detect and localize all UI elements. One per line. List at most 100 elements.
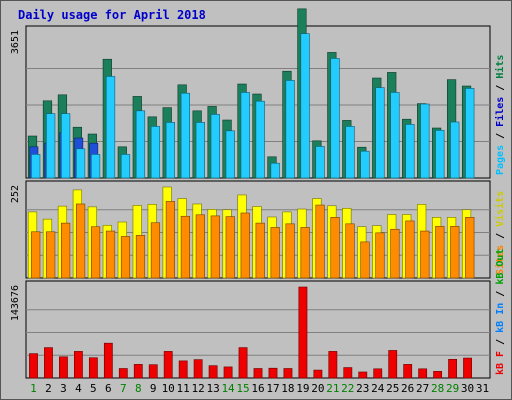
bar-kbytes-day-9 [148, 364, 158, 379]
bar-kbytes-day-28 [433, 371, 443, 379]
bar-pages-day-21 [330, 58, 340, 179]
bar-sites-day-12 [195, 214, 205, 279]
bar-sites-day-16 [255, 222, 265, 279]
x-tick-label-8: 8 [135, 382, 142, 395]
bar-kbytes-day-22 [343, 367, 353, 379]
bar-sites-day-20 [315, 204, 325, 279]
chart-title: Daily usage for April 2018 [18, 8, 206, 22]
bar-kbytes-day-25 [388, 350, 398, 379]
bar-sites-day-4 [76, 203, 86, 279]
bar-pages-day-19 [300, 33, 310, 179]
bar-pages-day-4 [76, 148, 86, 179]
bar-kbytes-day-11 [178, 360, 188, 379]
bar-kbytes-day-5 [88, 357, 98, 379]
x-axis: 1 2 3 4 5 6 7 8 9 10 11 12 13 14 15 16 17 18 19 20 21 22 23 24 2… [30, 382, 489, 395]
bar-kbytes-day-26 [403, 364, 413, 379]
panel-hits_files_pages-legend: Pages / Files / Hits [494, 55, 506, 175]
x-tick-label-27: 27 [416, 382, 429, 395]
panel-kbytes-legend: kB F / kB In / kB Out [495, 249, 506, 375]
x-tick-label-22: 22 [341, 382, 354, 395]
x-tick-label-3: 3 [60, 382, 67, 395]
bar-pages-day-2 [46, 113, 56, 179]
bar-sites-day-7 [120, 236, 131, 279]
bar-kbytes-day-23 [358, 371, 368, 379]
bar-kbytes-day-6 [103, 342, 113, 379]
bar-pages-day-3 [61, 113, 71, 179]
bar-pages-day-18 [285, 80, 295, 179]
bar-kbytes-day-19 [298, 286, 308, 379]
bar-kbytes-day-17 [268, 367, 278, 379]
bar-pages-day-25 [390, 92, 400, 179]
panel-visits_sites-ytick-label: 252 [10, 185, 21, 203]
panel-kbytes: 143676 kB F / kB In / kB Out [10, 249, 506, 379]
x-tick-label-31: 31 [476, 382, 489, 395]
bar-kbytes-day-20 [313, 369, 323, 379]
x-tick-label-26: 26 [401, 382, 414, 395]
x-tick-label-9: 9 [150, 382, 157, 395]
panel-visits_sites: 252 Sites / Visits [10, 180, 506, 279]
bar-sites-day-23 [360, 241, 370, 279]
bar-sites-day-3 [61, 222, 71, 279]
bar-pages-day-26 [405, 124, 415, 179]
x-tick-label-19: 19 [296, 382, 309, 395]
bar-sites-day-26 [405, 220, 415, 279]
bar-pages-day-14 [225, 130, 235, 179]
bar-pages-day-13 [210, 114, 220, 179]
x-tick-label-7: 7 [120, 382, 127, 395]
bar-kbytes-day-15 [238, 347, 248, 379]
panel-visits_sites-legend: Sites / Visits [494, 191, 506, 275]
bar-kbytes-day-7 [118, 368, 128, 379]
x-tick-label-1: 1 [30, 382, 37, 395]
bar-sites-day-18 [285, 223, 295, 279]
panel-hits_files_pages-legend-text: Pages / Files / Hits [494, 55, 506, 175]
bar-sites-day-27 [420, 230, 430, 279]
bar-pages-day-27 [420, 103, 430, 179]
x-tick-label-16: 16 [251, 382, 264, 395]
legend-separator: / [495, 127, 506, 145]
panel-kbytes-legend-text: kB F / kB In / kB Out [495, 249, 506, 375]
bar-sites-day-22 [345, 223, 355, 279]
x-tick-label-25: 25 [386, 382, 399, 395]
x-tick-label-11: 11 [177, 382, 190, 395]
bar-kbytes-day-24 [373, 368, 383, 379]
bar-kbytes-day-16 [253, 368, 263, 379]
legend-separator: / [495, 79, 506, 97]
panel-visits_sites-legend-text: Sites / Visits [494, 191, 506, 275]
bar-pages-day-23 [360, 150, 370, 179]
legend-label-kb-out: kB Out [495, 249, 506, 285]
legend-separator: / [495, 333, 506, 351]
bar-pages-day-12 [195, 122, 205, 179]
x-tick-label-23: 23 [356, 382, 369, 395]
bar-pages-day-17 [270, 162, 280, 179]
bar-sites-day-21 [330, 217, 340, 279]
bar-pages-day-8 [135, 110, 146, 179]
panel-hits_files_pages: 3651 Pages / Files / Hits [10, 8, 506, 179]
bar-sites-day-5 [90, 226, 101, 279]
bar-pages-day-16 [255, 100, 265, 179]
legend-separator: / [495, 285, 506, 303]
bar-kbytes-day-13 [208, 365, 218, 379]
bar-kbytes-day-1 [29, 353, 38, 379]
panel-hits_files_pages-ytick-label: 3651 [10, 30, 21, 54]
x-tick-label-14: 14 [221, 382, 235, 395]
panel-kbytes-box [25, 280, 491, 379]
bar-pages-day-6 [105, 76, 116, 179]
legend-separator: / [495, 227, 506, 245]
bar-pages-day-20 [315, 146, 325, 179]
x-tick-label-10: 10 [162, 382, 175, 395]
bar-kbytes-day-10 [163, 351, 173, 379]
legend-label-hits: Hits [494, 55, 506, 79]
bar-pages-day-28 [435, 130, 445, 179]
x-tick-label-13: 13 [206, 382, 219, 395]
bar-sites-day-2 [46, 231, 56, 279]
x-tick-label-24: 24 [371, 382, 385, 395]
bar-pages-day-24 [375, 87, 385, 179]
x-tick-label-5: 5 [90, 382, 97, 395]
bar-sites-day-9 [150, 222, 161, 279]
bar-kbytes-day-2 [44, 347, 53, 379]
bar-sites-day-25 [390, 228, 400, 279]
bar-kbytes-day-18 [283, 368, 293, 379]
legend-label-kb-f: kB F [495, 351, 506, 375]
bar-sites-day-13 [210, 215, 220, 279]
bar-sites-day-11 [180, 215, 190, 279]
